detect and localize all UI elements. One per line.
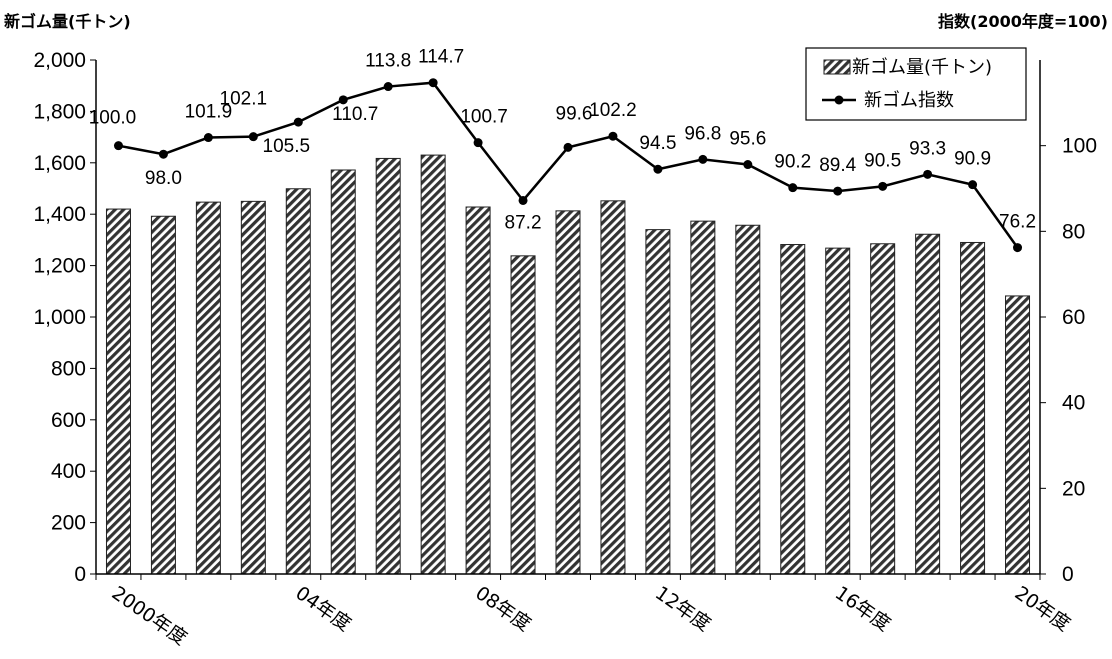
y-tick-label-1400: 1,400 — [33, 203, 86, 226]
index-point-0 — [113, 141, 123, 151]
bar-15 — [780, 244, 806, 575]
index-point-19 — [968, 180, 978, 190]
index-point-1 — [158, 149, 168, 159]
bar-11 — [600, 200, 626, 575]
index-point-20 — [1013, 243, 1023, 253]
index-point-8 — [473, 138, 483, 148]
bar-8 — [465, 206, 491, 575]
x-tick-label-3: 12年度 — [651, 582, 715, 636]
index-label-3: 102.1 — [220, 89, 268, 110]
legend-swatch-marker — [834, 95, 844, 105]
y-tick-label-600: 600 — [51, 409, 86, 432]
y-tick-label-1800: 1,800 — [33, 100, 86, 123]
index-label-8: 100.7 — [460, 107, 508, 128]
index-point-13 — [698, 154, 708, 164]
x-tick-label-2: 08年度 — [471, 582, 535, 636]
index-label-1: 98.0 — [145, 168, 182, 189]
bar-19 — [960, 241, 986, 575]
index-label-10: 99.6 — [556, 103, 593, 124]
y-tick-label-1600: 1,600 — [33, 152, 86, 175]
bar-16 — [825, 247, 851, 575]
y-tick-label-200: 200 — [51, 512, 86, 535]
index-point-10 — [563, 142, 573, 152]
x-tick-label-4: 16年度 — [831, 582, 895, 636]
index-point-3 — [248, 132, 258, 142]
bar-5 — [330, 169, 356, 575]
index-point-7 — [428, 78, 438, 88]
bar-9 — [510, 255, 536, 575]
bar-17 — [870, 243, 896, 575]
index-label-9: 87.2 — [505, 212, 542, 233]
index-label-0: 100.0 — [89, 108, 137, 129]
index-label-16: 89.4 — [819, 155, 856, 176]
bar-1 — [150, 215, 176, 575]
bar-7 — [420, 154, 446, 575]
y2-tick-label-100: 100 — [1062, 135, 1097, 158]
index-label-4: 105.5 — [263, 136, 311, 157]
right-axis-title: 指数(2000年度=100) — [938, 12, 1108, 31]
index-label-17: 90.5 — [864, 150, 901, 171]
index-point-14 — [743, 160, 753, 170]
index-point-15 — [788, 183, 798, 193]
y-tick-label-1000: 1,000 — [33, 306, 86, 329]
index-point-6 — [383, 82, 393, 92]
legend-label-line: 新ゴム指数 — [864, 90, 954, 111]
index-label-20: 76.2 — [999, 212, 1036, 233]
bar-0 — [105, 208, 131, 575]
x-tick-label-1: 04年度 — [291, 582, 355, 636]
index-label-19: 90.9 — [954, 149, 991, 170]
index-point-2 — [203, 133, 213, 143]
y-tick-label-1200: 1,200 — [33, 255, 86, 278]
index-point-12 — [653, 164, 663, 174]
y-tick-label-2000: 2,000 — [33, 49, 86, 72]
y2-tick-label-20: 20 — [1062, 477, 1085, 500]
bar-2 — [195, 201, 221, 575]
legend-swatch-bar — [823, 59, 851, 75]
index-point-11 — [608, 131, 618, 141]
index-label-12: 94.5 — [639, 133, 676, 154]
index-label-11: 102.2 — [589, 100, 637, 121]
bar-12 — [645, 229, 671, 575]
y2-tick-label-40: 40 — [1062, 392, 1085, 415]
index-point-4 — [293, 117, 303, 127]
bar-18 — [915, 233, 941, 575]
y-tick-label-400: 400 — [51, 460, 86, 483]
index-point-18 — [923, 169, 933, 179]
y2-tick-label-0: 0 — [1062, 563, 1074, 586]
index-label-2: 101.9 — [185, 102, 233, 123]
bar-10 — [555, 210, 581, 575]
x-tick-label-5: 20年度 — [1011, 582, 1075, 636]
bar-14 — [735, 224, 761, 575]
index-point-5 — [338, 95, 348, 105]
index-label-7: 114.7 — [418, 47, 464, 68]
index-label-13: 96.8 — [684, 123, 721, 144]
bar-13 — [690, 220, 716, 575]
left-axis-title: 新ゴム量(千トン) — [4, 12, 131, 31]
index-label-5: 110.7 — [332, 104, 378, 125]
bar-20 — [1005, 295, 1031, 575]
bar-4 — [285, 188, 311, 575]
index-point-16 — [833, 186, 843, 196]
bar-3 — [240, 200, 266, 575]
index-point-17 — [878, 181, 888, 191]
legend-label-bar: 新ゴム量(千トン) — [852, 57, 992, 78]
y-tick-label-0: 0 — [74, 563, 86, 586]
index-label-14: 95.6 — [729, 129, 766, 150]
bar-6 — [375, 157, 401, 575]
index-label-18: 93.3 — [909, 138, 946, 159]
index-label-15: 90.2 — [774, 152, 811, 173]
index-point-9 — [518, 195, 528, 205]
x-tick-label-0: 2000年度 — [108, 582, 191, 650]
y2-tick-label-80: 80 — [1062, 220, 1085, 243]
y2-tick-label-60: 60 — [1062, 306, 1085, 329]
y-tick-label-800: 800 — [51, 357, 86, 380]
index-label-6: 113.8 — [365, 51, 411, 72]
